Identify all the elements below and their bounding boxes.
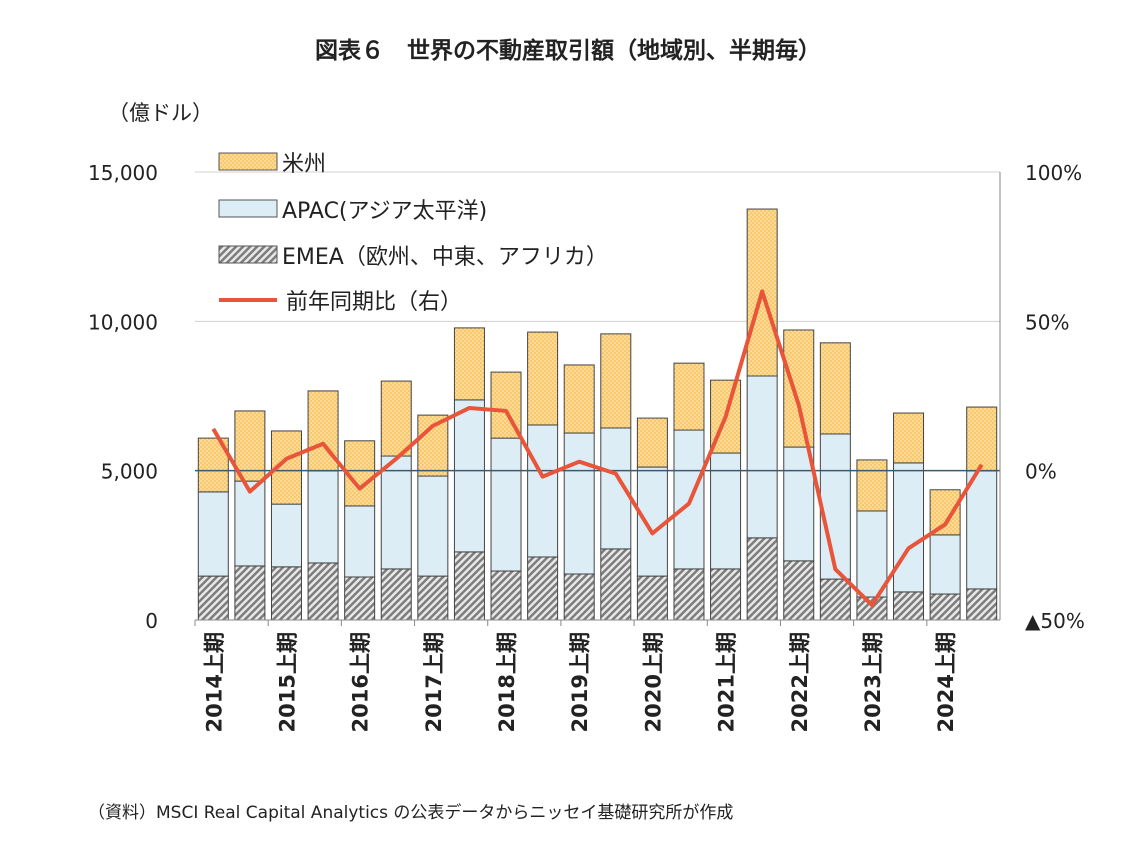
x-tick-label: 2017上期: [422, 632, 446, 732]
x-tick-label: 2024上期: [934, 632, 958, 732]
bar-americas: [381, 381, 411, 456]
bar-americas: [454, 328, 484, 400]
bar-americas: [784, 330, 814, 447]
bar-apac: [418, 476, 448, 576]
y-tick-label: 0: [145, 609, 158, 633]
bar-apac: [491, 438, 521, 571]
x-tick-label: 2022上期: [788, 632, 812, 732]
chart-title: 図表６ 世界の不動産取引額（地域別、半期毎）: [315, 37, 821, 64]
bar-emea: [674, 569, 704, 620]
y2-tick-label: 0%: [1025, 460, 1057, 484]
legend-swatch: [219, 153, 277, 170]
bar-americas: [894, 413, 924, 463]
bar-emea: [601, 549, 631, 620]
y-tick-label: 10,000: [88, 310, 158, 334]
bar-apac: [637, 467, 667, 576]
bar-apac: [967, 471, 997, 589]
bar-emea: [784, 561, 814, 620]
x-tick-label: 2018上期: [495, 632, 519, 732]
bar-emea: [491, 571, 521, 620]
bar-emea: [528, 557, 558, 620]
bar-emea: [637, 576, 667, 620]
x-tick-label: 2020上期: [641, 632, 665, 732]
bar-americas: [820, 343, 850, 434]
bar-emea: [820, 579, 850, 620]
source-note: （資料）MSCI Real Capital Analytics の公表データから…: [88, 802, 733, 823]
bar-emea: [418, 576, 448, 620]
bar-emea: [894, 592, 924, 620]
bar-americas: [930, 490, 960, 535]
bar-apac: [345, 506, 375, 577]
bar-emea: [857, 597, 887, 620]
bar-apac: [271, 504, 301, 567]
legend-swatch: [219, 200, 277, 217]
bar-emea: [930, 594, 960, 620]
bar-emea: [454, 552, 484, 620]
bar-americas: [674, 363, 704, 430]
bar-apac: [528, 425, 558, 557]
bar-americas: [601, 334, 631, 428]
x-tick-label: 2015上期: [275, 632, 299, 732]
bar-apac: [857, 511, 887, 597]
bar-apac: [198, 492, 228, 576]
bar-emea: [747, 538, 777, 620]
bar-emea: [271, 567, 301, 620]
y2-tick-label: 50%: [1025, 310, 1069, 334]
bar-americas: [857, 460, 887, 511]
y2-tick-label: 100%: [1025, 161, 1082, 185]
bar-emea: [711, 569, 741, 620]
x-tick-label: 2016上期: [349, 632, 373, 732]
bar-apac: [784, 447, 814, 561]
bar-apac: [930, 535, 960, 594]
bar-emea: [381, 569, 411, 620]
bar-apac: [381, 456, 411, 569]
legend-label: EMEA（欧州、中東、アフリカ）: [282, 245, 608, 270]
bar-apac: [747, 376, 777, 538]
bar-emea: [564, 574, 594, 620]
bar-apac: [235, 481, 265, 566]
x-tick-label: 2021上期: [715, 632, 739, 732]
bar-americas: [528, 332, 558, 425]
bar-apac: [308, 471, 338, 563]
y2-tick-label: ▲50%: [1025, 609, 1085, 633]
y-axis-label: （億ドル）: [108, 101, 213, 125]
legend-label: 前年同期比（右）: [286, 290, 462, 315]
x-tick-label: 2014上期: [202, 632, 226, 732]
bar-americas: [967, 407, 997, 471]
bar-emea: [235, 566, 265, 620]
y-tick-label: 15,000: [88, 161, 158, 185]
bar-emea: [198, 576, 228, 620]
bar-apac: [564, 433, 594, 574]
legend-label: APAC(アジア太平洋): [282, 199, 487, 224]
y-tick-label: 5,000: [101, 460, 158, 484]
bar-emea: [967, 589, 997, 620]
bar-emea: [308, 563, 338, 620]
bar-americas: [564, 365, 594, 433]
x-tick-label: 2023上期: [861, 632, 885, 732]
bar-emea: [345, 577, 375, 620]
x-tick-label: 2019上期: [568, 632, 592, 732]
legend-label: 米州: [282, 152, 326, 177]
bar-apac: [894, 463, 924, 592]
bar-apac: [820, 434, 850, 579]
legend-swatch: [219, 246, 277, 263]
bar-americas: [637, 418, 667, 467]
bar-apac: [454, 400, 484, 552]
